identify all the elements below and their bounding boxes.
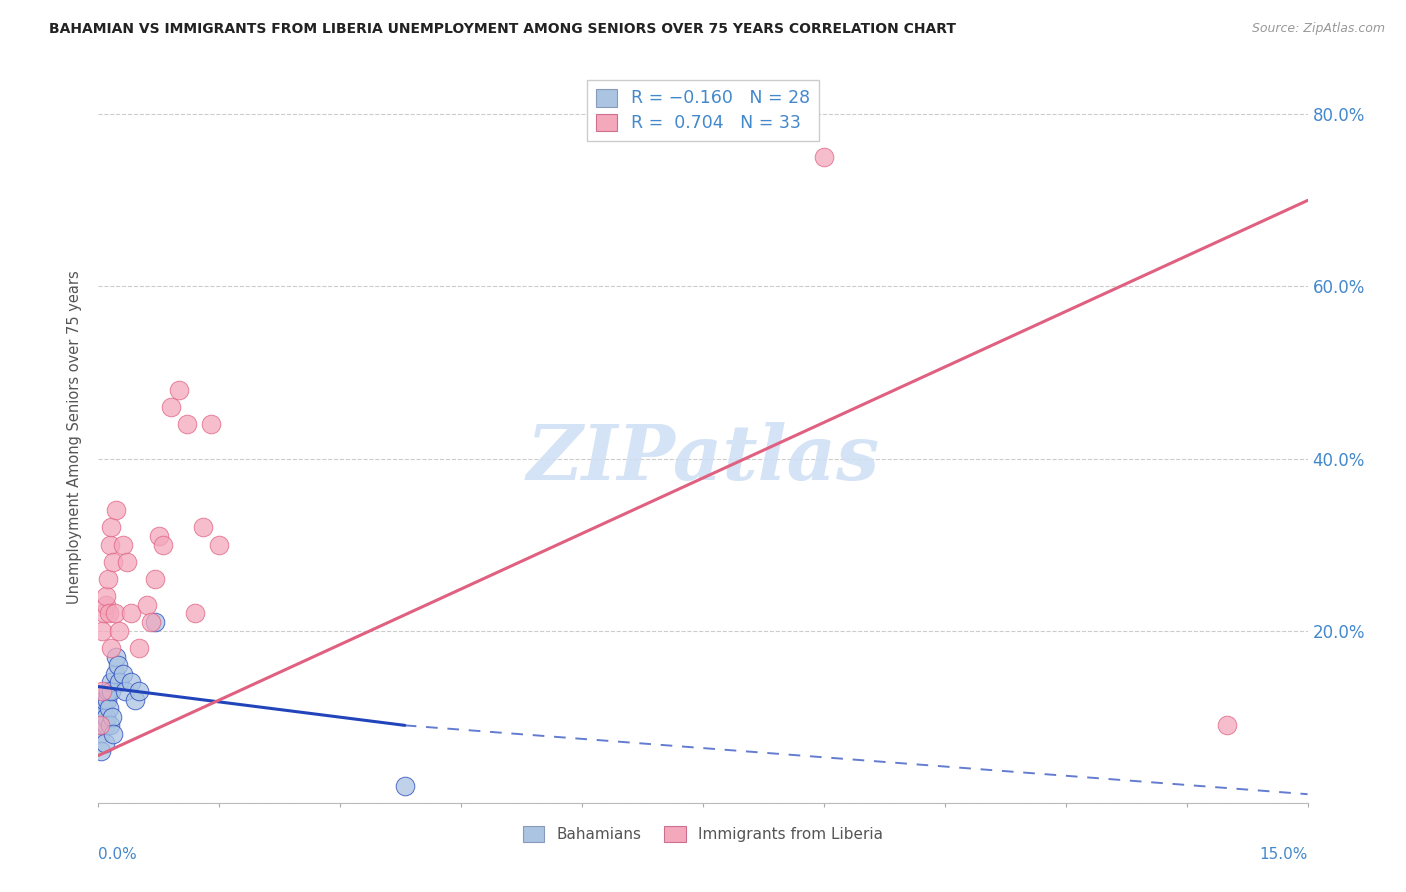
Point [100,684,122,698]
Point [103,666,125,681]
Point [115,555,138,569]
Point [98,718,121,732]
Point [813,150,835,164]
Text: Source: ZipAtlas.com: Source: ZipAtlas.com [1251,22,1385,36]
Point [100,640,122,655]
Point [200,417,222,432]
Text: 0.0%: 0.0% [98,847,138,862]
Point [101,727,124,741]
Y-axis label: Unemployment Among Seniors over 75 years: Unemployment Among Seniors over 75 years [67,270,83,604]
Point [111,666,134,681]
Point [96,692,118,706]
Point [1216,718,1239,732]
Point [89,727,111,741]
Point [93,607,115,621]
Point [208,538,231,552]
Point [107,658,129,673]
Text: BAHAMIAN VS IMMIGRANTS FROM LIBERIA UNEMPLOYMENT AMONG SENIORS OVER 75 YEARS COR: BAHAMIAN VS IMMIGRANTS FROM LIBERIA UNEM… [49,22,956,37]
Point [100,520,122,534]
Point [120,675,142,690]
Point [124,692,146,706]
Point [91,624,114,638]
Point [148,529,170,543]
Point [105,503,128,517]
Point [96,710,118,724]
Point [97,701,120,715]
Point [120,607,142,621]
Point [101,555,124,569]
Point [105,649,128,664]
Point [91,701,114,715]
Text: 15.0%: 15.0% [1260,847,1308,862]
Point [114,684,136,698]
Point [167,383,190,397]
Point [94,598,117,612]
Point [93,692,115,706]
Point [94,718,117,732]
Point [184,607,207,621]
Point [135,598,157,612]
Point [107,624,129,638]
Point [97,607,120,621]
Point [91,710,114,724]
Text: ZIPatlas: ZIPatlas [526,422,880,496]
Legend: Bahamians, Immigrants from Liberia: Bahamians, Immigrants from Liberia [515,819,891,850]
Point [111,538,134,552]
Point [96,589,118,603]
Point [394,779,416,793]
Point [139,615,162,629]
Point [97,684,120,698]
Point [128,640,150,655]
Point [143,572,166,586]
Point [193,520,215,534]
Point [108,675,131,690]
Point [101,710,124,724]
Point [90,684,112,698]
Point [176,417,198,432]
Point [103,607,125,621]
Point [100,675,122,690]
Point [152,538,174,552]
Point [94,735,117,749]
Point [143,615,166,629]
Point [128,684,150,698]
Point [98,538,121,552]
Point [90,718,112,732]
Point [90,744,112,758]
Point [160,400,183,414]
Point [89,718,111,732]
Point [97,572,120,586]
